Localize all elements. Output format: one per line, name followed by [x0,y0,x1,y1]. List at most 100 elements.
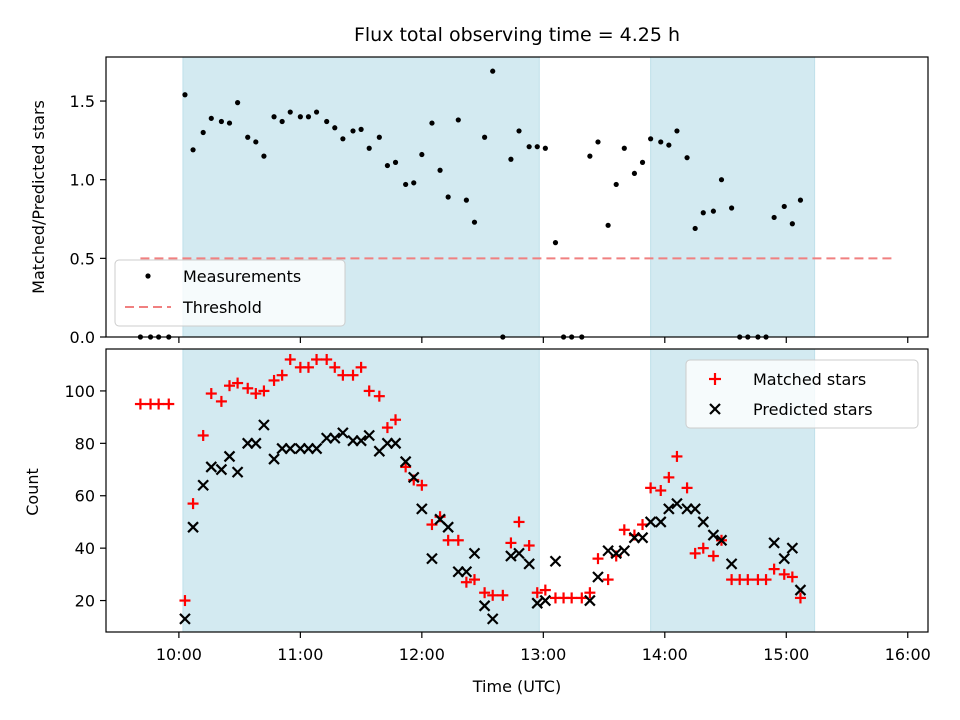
predicted-star-point [426,552,438,565]
measurement-point [595,139,601,145]
predicted-star-point [505,550,517,562]
measurement-point [445,194,451,200]
matched-star-point [163,398,175,410]
matched-star-point [531,587,543,599]
measurement-point [482,134,488,140]
matched-star-point [197,429,209,441]
measurement-point [350,128,356,134]
bottom-x-axis: 10:00 11:00 12:00 13:00 14:00 15:00 16:00 [156,632,931,664]
matched-star-point [539,584,551,596]
predicted-star-point [602,544,614,557]
legend-predicted-marker [709,403,721,415]
measurement-point [797,197,804,203]
measurement-point [182,92,188,98]
predicted-star-point [486,613,499,625]
predicted-star-point [592,571,604,583]
predicted-star-point [513,547,525,560]
top-y-axis-label: Matched/Predicted stars [29,100,48,294]
measurement-point [542,145,548,151]
matched-star-point [381,422,393,434]
measurement-point [287,109,293,115]
x-tick-label: 16:00 [885,645,931,664]
measurement-point [384,162,391,169]
measurement-point [411,180,417,186]
top-y-tick-label: 0.5 [70,249,95,268]
predicted-star-point [618,544,631,557]
predicted-stars-points [179,419,807,625]
measurement-point [534,144,540,150]
matched-star-point [505,537,517,549]
legend-matched-label: Matched stars [753,370,866,389]
top-y-tick-label: 0.0 [70,328,95,347]
bottom-panel: 20 40 60 80 100 10:00 11:00 12:00 13:00 14:00 15:… [23,348,931,696]
matched-star-point [468,574,480,586]
matched-star-point [460,576,472,588]
measurement-point [200,129,206,136]
matched-star-point [637,519,649,531]
matched-star-point [663,471,675,483]
predicted-star-point [707,529,720,541]
bottom-y-tick-label: 40 [75,539,95,558]
legend-measurements-label: Measurements [183,267,301,286]
measurements-points [137,68,804,340]
matched-star-point [258,385,270,397]
measurement-point [429,120,435,126]
measurement-point [419,151,425,158]
predicted-star-point [399,455,412,468]
predicted-star-point [197,479,209,492]
predicted-star-point [584,594,596,607]
matched-star-point [487,589,499,601]
measurement-point [235,100,241,106]
matched-star-point [742,574,754,586]
matched-star-point [697,542,709,554]
matched-star-point [671,450,683,462]
measurement-point [526,144,532,150]
measurement-point [324,118,330,125]
measurement-point [297,114,303,120]
matched-star-point [778,568,790,580]
predicted-star-point [663,503,675,515]
measurement-point [463,197,469,203]
matched-star-point [645,482,657,494]
x-tick-label: 11:00 [277,645,323,664]
predicted-star-point [768,537,780,549]
bottom-y-axis: 20 40 60 80 100 [64,382,106,611]
measurement-point [631,170,638,177]
measurement-point [692,225,698,232]
predicted-star-point [389,437,402,450]
chart-title: Flux total observing time = 4.25 h [354,24,680,46]
bottom-y-tick-label: 60 [75,487,95,506]
predicted-star-point [258,419,270,431]
predicted-star-point [416,503,428,515]
measurement-point [789,221,795,227]
measurement-point [700,210,706,216]
shaded-interval-0 [182,348,540,633]
predicted-star-point [223,450,236,463]
predicted-star-point [179,613,191,625]
measurement-point [666,142,672,148]
x-tick-label: 15:00 [763,645,809,664]
predicted-star-point [268,453,280,465]
measurement-point [313,109,320,115]
predicted-star-point [654,516,667,528]
predicted-star-point [468,547,481,560]
predicted-star-point [523,558,535,570]
matched-star-point [400,461,412,473]
legend-threshold-label: Threshold [182,298,262,317]
matched-star-point [497,589,509,601]
predicted-star-point [310,442,323,455]
matched-star-point [363,385,375,397]
measurement-point [471,219,478,225]
measurement-point [658,139,664,145]
bottom-legend: Matched stars Predicted stars [685,359,919,429]
matched-star-point [452,534,464,546]
matched-star-point [268,374,280,386]
predicted-star-point [250,437,262,450]
top-y-tick-label: 1.5 [70,92,95,111]
matched-star-point [187,498,199,510]
measurement-point [376,134,382,140]
predicted-star-point [794,584,807,596]
measurement-point [729,205,735,211]
bottom-y-axis-label: Count [23,468,42,516]
